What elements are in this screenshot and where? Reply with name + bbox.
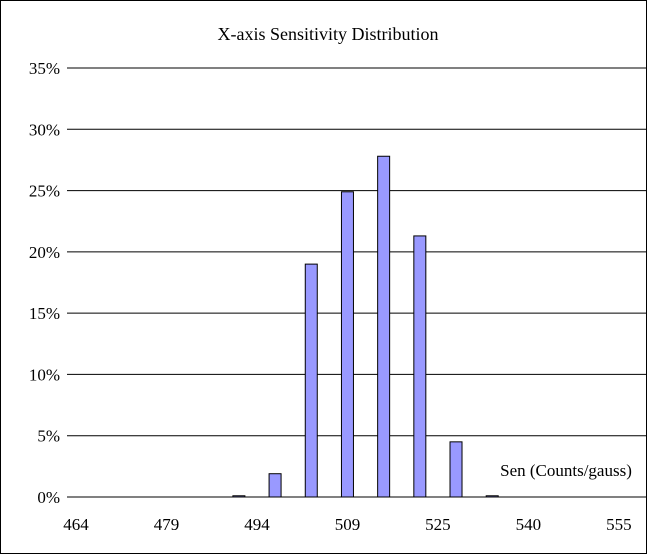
bar-497 [268, 473, 282, 498]
y-tick-label: 35% [29, 59, 60, 78]
bar-528 [449, 441, 463, 498]
bar-layer [232, 155, 499, 498]
bar-521 [413, 235, 427, 498]
y-tick-label: 5% [37, 427, 60, 446]
y-tick-label: 15% [29, 304, 60, 323]
y-tick-label: 20% [29, 243, 60, 262]
y-tick-label: 10% [29, 365, 60, 384]
y-tick-label: 30% [29, 120, 60, 139]
x-tick-label: 509 [335, 515, 361, 534]
bar-509 [340, 191, 354, 498]
x-tick-label: 464 [63, 515, 89, 534]
x-tick-label: 540 [516, 515, 542, 534]
x-tick-labels: 464 479 494 509 525 540 555 [63, 515, 631, 534]
x-tick-label: 555 [606, 515, 632, 534]
bar-515 [377, 155, 391, 498]
bar-503 [304, 263, 318, 498]
grid-layer [67, 67, 646, 437]
x-tick-label: 525 [425, 515, 451, 534]
x-tick-label: 494 [244, 515, 270, 534]
chart-title: X-axis Sensitivity Distribution [217, 24, 438, 44]
x-axis-label: Sen (Counts/gauss) [500, 461, 632, 480]
y-tick-label: 0% [37, 488, 60, 507]
x-tick-label: 479 [154, 515, 180, 534]
y-tick-labels: 0% 5% 10% 15% 20% 25% 30% 35% [29, 59, 60, 507]
y-tick-label: 25% [29, 182, 60, 201]
